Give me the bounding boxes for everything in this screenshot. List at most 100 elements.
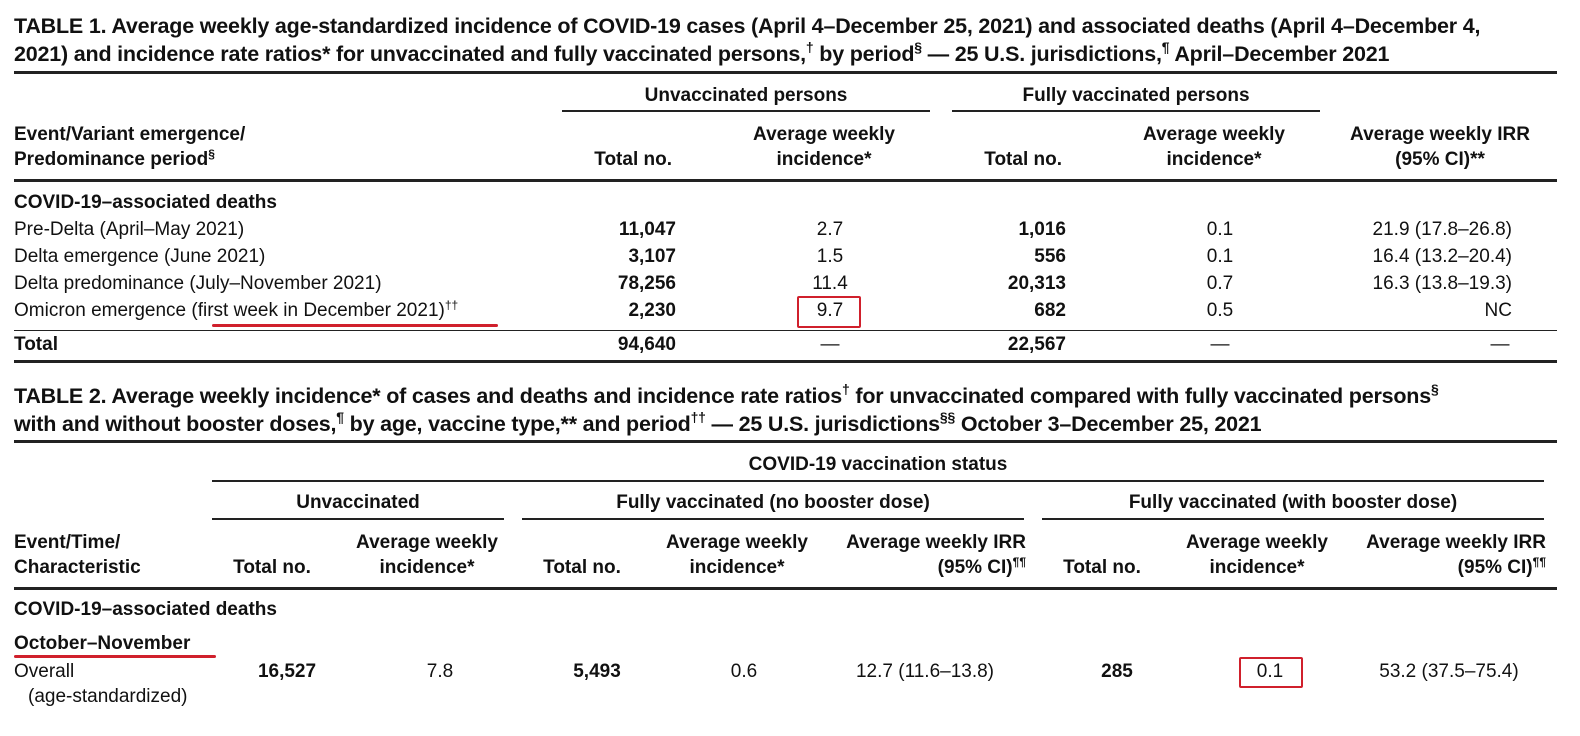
table2-group-unvaccinated: Unvaccinated [296,492,420,513]
table2-row-unvax-inc: 7.8 [426,661,454,682]
table1-row4-label: Omicron emergence (first week in Decembe… [14,299,458,323]
table1-row4-unvax-inc: 9.7 [816,300,844,321]
table2-col-b-inc-line2: incidence* [1209,557,1305,578]
table1-total-irr: — [1490,334,1510,355]
table2-status-header: COVID-19 vaccination status [748,454,1008,475]
table1-total-rule [14,330,1557,331]
table1-row4-label-part2: (first week in December 2021) [191,300,445,321]
table2-group-booster: Fully vaccinated (with booster dose) [1128,492,1458,513]
table2-row-nb-total: 5,493 [573,661,621,682]
table2-status-rule [212,480,1544,482]
table1-col-irr-line2: (95% CI)** [1395,149,1485,170]
table1-bottom-rule [14,360,1557,363]
table2-col-unvax-inc-line1: Average weekly [356,532,498,553]
table1-row3-vax-inc: 0.7 [1206,273,1234,294]
table1-row1-label: Pre-Delta (April–May 2021) [14,219,245,240]
table1-col-unvax-total: Total no. [594,149,672,170]
table2-group-booster-rule [1042,518,1544,520]
table2-row-nb-irr: 12.7 (11.6–13.8) [855,661,995,682]
table1-col-unvax-inc-line2: incidence* [776,149,872,170]
table1-col-event-line1: Event/Variant emergence/ [14,124,246,145]
table1-title-sup2: § [914,39,922,55]
table2-row-unvax-total: 16,527 [257,661,317,682]
table1-row2-vax-inc: 0.1 [1206,246,1234,267]
table2-col-b-irr-line2: (95% CI)¶¶ [1340,556,1546,580]
table2-title-line2: with and without booster doses,¶ by age,… [14,409,1262,438]
table2-title-text6: October 3–December 25, 2021 [955,412,1262,436]
table1-col-vax-inc-line2: incidence* [1166,149,1262,170]
table1-header-rule [14,179,1557,182]
table2-title-sup1: † [842,381,850,397]
table2-title-sup3: ¶ [336,409,344,425]
table2-col-b-irr-line1: Average weekly IRR [1366,532,1546,553]
table1-row3-unvax-inc: 11.4 [812,273,848,294]
table1-row4-irr: NC [1484,300,1512,321]
table1-section-deaths: COVID-19–associated deaths [14,192,277,213]
table2-row-label-line1: Overall [14,661,75,682]
table1-row2-unvax-inc: 1.5 [816,246,844,267]
table1-col-event-line2: Predominance period§ [14,148,215,172]
table2-title-sup2: § [1431,381,1439,397]
table1-row1-unvax-total: 11,047 [618,219,676,240]
table2-section-deaths: COVID-19–associated deaths [14,599,277,620]
table2-col-nb-inc-line2: incidence* [689,557,785,578]
table2-col-event-line2: Characteristic [14,557,141,578]
table1-row4-vax-inc: 0.5 [1206,300,1234,321]
table1-row2-vax-total: 556 [1034,246,1066,267]
table1-total-label: Total [14,334,58,355]
table1-group-vaccinated-rule [952,110,1320,112]
table1-title-line2: 2021) and incidence rate ratios* for unv… [14,40,1389,68]
table2-col-b-irr-text: (95% CI) [1457,557,1533,578]
table2-header-rule [14,587,1557,590]
table1-row2-irr: 16.4 (13.2–20.4) [1372,246,1512,267]
table1-col-unvax-inc-line1: Average weekly [753,124,895,145]
table2-top-rule [14,440,1557,443]
table1-title-line1: TABLE 1. Average weekly age-standardized… [14,12,1480,40]
table2-title-line1: TABLE 2. Average weekly incidence* of ca… [14,382,1439,410]
table2-row-nb-inc: 0.6 [730,661,758,682]
table1-row4-label-part1: Omicron emergence [14,300,192,321]
table1-row2-unvax-total: 3,107 [628,246,676,267]
table1-top-rule [14,71,1557,74]
table2-group-no-booster: Fully vaccinated (no booster dose) [616,492,930,513]
table2-title-text3: with and without booster doses, [14,412,337,436]
table2-col-nb-irr-text: (95% CI) [937,557,1013,578]
table2-title-sup5: §§ [939,409,956,425]
table1-total-unvax-inc: — [820,334,840,355]
table1-col-vax-total: Total no. [984,149,1062,170]
table2-row-label-line2: (age-standardized) [28,686,188,707]
table1-title-text1: TABLE 1. Average weekly age-standardized… [14,14,1481,38]
table1-row4-vax-total: 682 [1034,300,1066,321]
table2-subsection-period: October–November [14,633,191,654]
table1-col-vax-inc-line1: Average weekly [1143,124,1285,145]
table2-col-b-inc-line1: Average weekly [1186,532,1328,553]
table2-col-unvax-total: Total no. [233,557,311,578]
table2-col-nb-inc-line1: Average weekly [666,532,808,553]
table1-total-vax-total: 22,567 [1007,334,1066,355]
table1-col-event-sup: § [208,147,215,161]
table2-col-b-total: Total no. [1063,557,1141,578]
table2-group-unvaccinated-rule [212,518,504,520]
highlight-underline [212,324,498,327]
table2-title-text1: TABLE 2. Average weekly incidence* of ca… [14,384,842,408]
table1-row3-label: Delta predominance (July–November 2021) [14,273,382,294]
table1-row4-unvax-total: 2,230 [628,300,676,321]
table2-title-text4: by age, vaccine type,** and period [343,412,691,436]
table2-group-no-booster-rule [522,518,1024,520]
table1-group-unvaccinated-rule [562,110,930,112]
highlight-underline [14,655,216,658]
table1-row3-vax-total: 20,313 [1007,273,1066,294]
table1-title-sup1: † [805,39,814,55]
table2-title-text5: — 25 U.S. jurisdictions [705,412,941,436]
table1-title-sup3: ¶ [1161,39,1170,55]
table2-title-text2: for unvaccinated compared with fully vac… [849,384,1431,408]
table2-col-nb-irr-line1: Average weekly IRR [846,532,1026,553]
table2-col-event-line1: Event/Time/ [14,532,121,553]
table2-row-b-inc: 0.1 [1256,661,1284,682]
highlight-box [797,296,861,328]
table2-row-b-total: 285 [1101,661,1133,682]
table1-col-event-text: Predominance period [14,149,209,170]
table1-group-vaccinated: Fully vaccinated persons [1022,85,1250,106]
table1-row2-label: Delta emergence (June 2021) [14,246,266,267]
table2-col-b-irr-sup: ¶¶ [1532,555,1546,569]
